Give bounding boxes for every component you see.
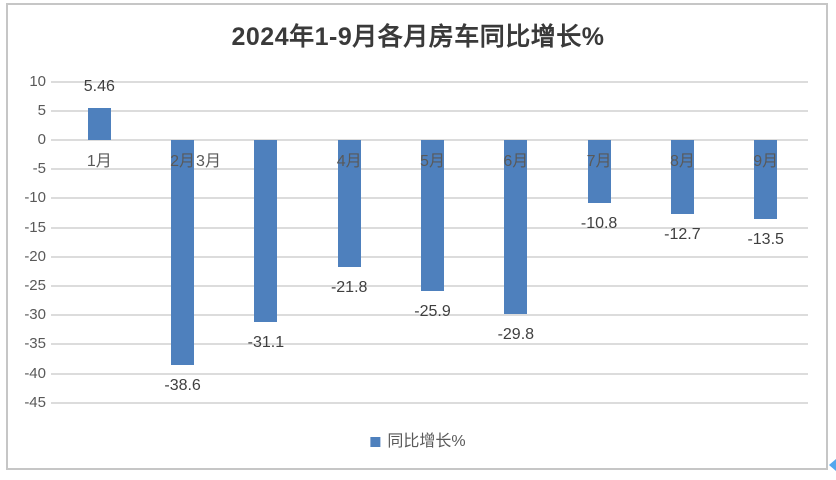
gridline bbox=[51, 343, 808, 346]
scroll-arrow-icon[interactable] bbox=[829, 459, 836, 471]
bar bbox=[337, 140, 361, 268]
data-label: -12.7 bbox=[664, 226, 701, 244]
data-label: -38.6 bbox=[164, 377, 201, 395]
y-axis-tick-label: -5 bbox=[32, 160, 46, 178]
data-label: -29.8 bbox=[497, 326, 535, 344]
y-axis-tick-label: 5 bbox=[37, 101, 46, 119]
category-label: 8月 bbox=[669, 153, 695, 170]
data-label: -10.8 bbox=[580, 215, 618, 233]
bar bbox=[171, 140, 195, 366]
y-axis-tick-label: 0 bbox=[37, 131, 46, 148]
y-axis-tick-label: 10 bbox=[29, 72, 46, 90]
legend-marker-icon bbox=[370, 437, 381, 447]
y-axis-tick-label: -20 bbox=[24, 247, 46, 265]
gridline bbox=[51, 109, 808, 112]
gridline bbox=[51, 372, 808, 375]
category-label: 1月 bbox=[86, 153, 112, 170]
bar bbox=[87, 108, 111, 140]
category-label: 5月 bbox=[420, 153, 445, 170]
bar bbox=[587, 140, 611, 204]
legend-label: 同比增长% bbox=[387, 433, 466, 450]
category-label: 3月 bbox=[196, 153, 221, 170]
y-axis-tick-label: -15 bbox=[24, 218, 46, 236]
category-label: 4月 bbox=[336, 153, 362, 170]
y-axis-tick-label: -45 bbox=[24, 393, 46, 411]
category-label: 7月 bbox=[586, 153, 612, 170]
bar bbox=[421, 140, 444, 292]
bar bbox=[754, 140, 778, 219]
category-label: 6月 bbox=[503, 153, 529, 170]
category-label: 9月 bbox=[753, 153, 779, 170]
data-label: -13.5 bbox=[747, 230, 784, 248]
bar bbox=[670, 140, 694, 215]
y-axis-tick-label: -25 bbox=[24, 277, 46, 294]
bar bbox=[254, 140, 278, 322]
data-label: -31.1 bbox=[247, 333, 285, 351]
gridline bbox=[51, 80, 808, 83]
legend: 同比增长% bbox=[370, 431, 466, 453]
data-label: -21.8 bbox=[330, 279, 368, 297]
y-axis-tick-label: -40 bbox=[24, 364, 46, 382]
gridline bbox=[51, 401, 808, 404]
chart-title: 2024年1-9月各月房车同比增长% bbox=[231, 23, 605, 51]
data-label: 5.46 bbox=[83, 78, 115, 96]
y-axis-tick-label: -35 bbox=[24, 335, 46, 353]
y-axis-tick-label: -30 bbox=[24, 306, 46, 324]
data-label: -25.9 bbox=[414, 303, 451, 321]
category-label: 2月 bbox=[170, 153, 196, 170]
y-axis-tick-label: -10 bbox=[24, 189, 46, 207]
bar bbox=[504, 140, 528, 315]
gridline bbox=[51, 314, 808, 317]
